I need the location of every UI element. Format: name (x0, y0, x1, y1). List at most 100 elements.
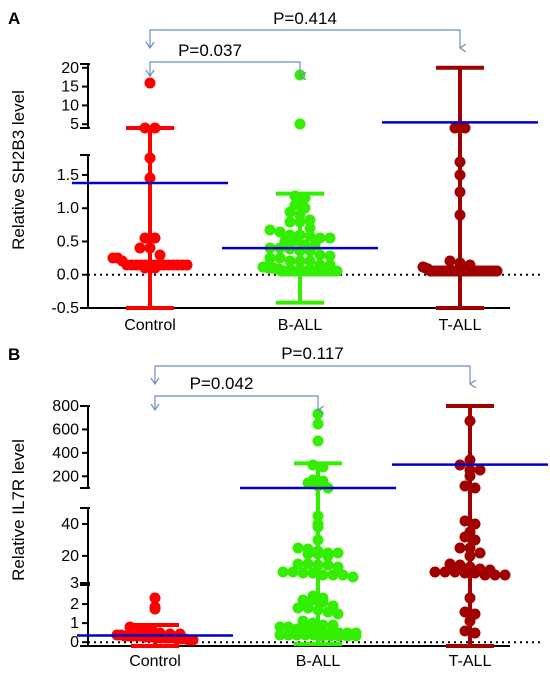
data-point (322, 559, 334, 571)
data-point (302, 602, 314, 614)
data-point (459, 606, 471, 618)
data-point (459, 531, 471, 543)
bracket-arrow-left (150, 403, 160, 412)
data-point (149, 262, 161, 274)
data-point (439, 566, 451, 578)
data-point (304, 214, 316, 226)
data-point (464, 542, 476, 554)
data-point (312, 604, 324, 616)
data-point (307, 459, 319, 471)
panel-a-y-tick-label: 1.0 (57, 200, 79, 217)
data-point (302, 548, 314, 560)
data-point (449, 122, 461, 134)
data-point (312, 480, 324, 492)
data-point (291, 629, 303, 641)
data-point (149, 232, 161, 244)
data-point (284, 206, 296, 218)
panel-a-comparison-bracket: P=0.037 (145, 41, 300, 76)
p-value-label: P=0.037 (178, 41, 242, 60)
p-value-label: P=0.414 (273, 9, 337, 28)
data-point (139, 262, 151, 274)
data-point (307, 617, 319, 629)
panel-b-y-tick-label: 20 (61, 548, 79, 565)
data-point (292, 542, 304, 554)
data-point (454, 186, 466, 198)
data-point (454, 209, 466, 221)
data-point (292, 602, 304, 614)
data-point (317, 569, 329, 581)
bracket-line (149, 61, 300, 76)
panel-b-y-axis-label: Relative IL7R level (9, 439, 28, 581)
data-point (454, 156, 466, 168)
data-point (429, 566, 441, 578)
data-point (287, 566, 299, 578)
data-point (312, 559, 324, 571)
panel-b-letter: B (8, 345, 20, 364)
data-point (489, 569, 501, 581)
data-point (297, 567, 309, 579)
data-point (144, 152, 156, 164)
data-point (292, 558, 304, 570)
panel-a-comparison-bracket: P=0.414 (145, 9, 460, 50)
data-point (464, 615, 476, 627)
data-point (312, 521, 324, 533)
panel-a-y-tick-label: 10 (61, 97, 79, 114)
data-point (289, 190, 301, 202)
panel-b-y-tick-label: 2 (70, 596, 79, 613)
panel-a-series-b-all (222, 69, 378, 305)
data-point (322, 550, 334, 562)
data-point (324, 250, 336, 262)
panel-b-y-tick-label: 3 (70, 575, 79, 592)
panel-a-y-tick-label: 5 (70, 116, 79, 133)
data-point (312, 534, 324, 546)
data-point (337, 569, 349, 581)
data-point (274, 226, 286, 238)
data-point (299, 629, 311, 641)
data-point (469, 534, 481, 546)
panel-a-y-axis-label: Relative SH2B3 level (9, 90, 28, 250)
data-point (464, 470, 476, 482)
panel-a-y-tick-label: 15 (61, 79, 79, 96)
data-point (134, 242, 146, 254)
data-point (149, 603, 161, 615)
p-value-label: P=0.042 (190, 374, 254, 393)
data-point (479, 569, 491, 581)
data-point (302, 477, 314, 489)
bracket-line (154, 365, 470, 384)
data-point (469, 482, 481, 494)
data-point (316, 630, 328, 642)
panel-a: A Relative SH2B3 level -0.5 0.0 0.5 1.0 1.5 5… (8, 9, 540, 334)
data-point (459, 625, 471, 637)
data-point (264, 224, 276, 236)
bracket-line (154, 395, 318, 410)
data-point (491, 265, 503, 277)
data-point (307, 567, 319, 579)
data-point (469, 518, 481, 530)
data-point (149, 122, 161, 134)
data-point (304, 230, 316, 242)
panel-a-series-t-all (382, 65, 538, 310)
panel-b-comparison-bracket: P=0.117 (150, 344, 470, 384)
data-point (284, 216, 296, 228)
panel-b-y-tick-label: 0 (70, 634, 79, 651)
panel-a-y-tick-label: 1.5 (57, 167, 79, 184)
data-point (297, 594, 309, 606)
data-point (327, 569, 339, 581)
data-point (332, 561, 344, 573)
data-point (324, 232, 336, 244)
panel-a-category-label: T-ALL (439, 317, 482, 334)
data-point (469, 627, 481, 639)
data-point (469, 567, 481, 579)
panel-b-series-t-all (392, 404, 548, 648)
bracket-arrow-left (145, 41, 155, 50)
data-point (284, 255, 296, 267)
p-value-label: P=0.117 (281, 344, 344, 363)
data-point (312, 408, 324, 420)
data-point (317, 596, 329, 608)
data-point (144, 77, 156, 89)
data-point (277, 566, 289, 578)
data-point (350, 630, 362, 642)
data-point (181, 259, 193, 271)
data-point (314, 249, 326, 261)
